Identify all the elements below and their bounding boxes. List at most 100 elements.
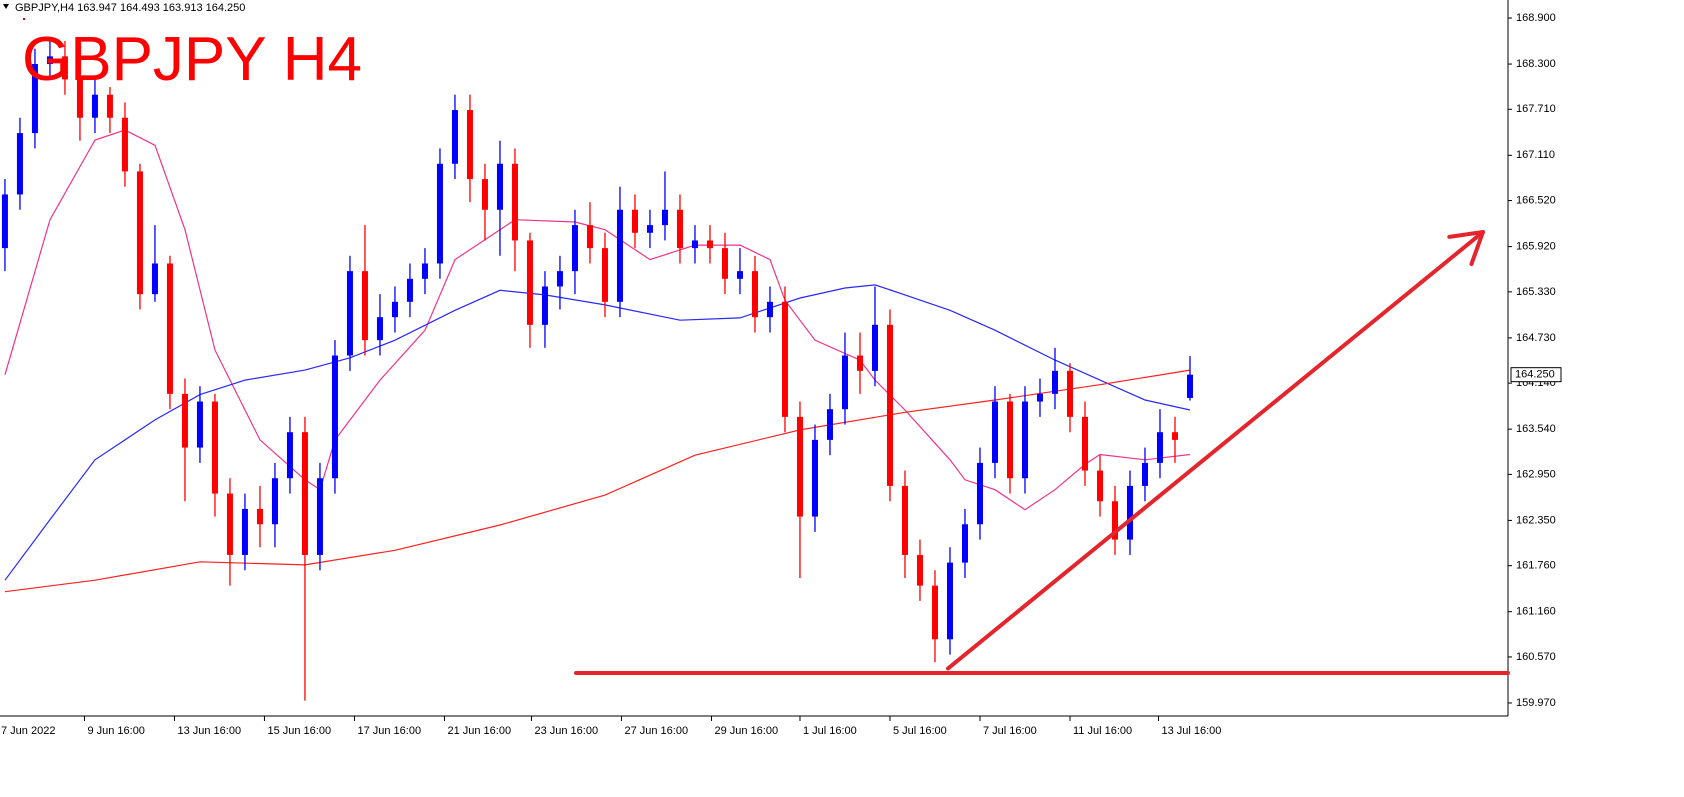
- candle-body: [631, 209, 638, 233]
- candle-body: [16, 133, 23, 195]
- candle-body: [886, 324, 893, 486]
- moving-average: [4, 129, 1191, 511]
- y-tick-label: 163.540: [1516, 423, 1556, 435]
- candle-body: [1, 194, 8, 249]
- candle-body: [766, 301, 773, 318]
- candle-body: [931, 585, 938, 640]
- candle-body: [451, 110, 458, 164]
- x-tick-label: 23 Jun 16:00: [534, 725, 598, 737]
- candle-body: [46, 56, 53, 65]
- candle-body: [166, 263, 173, 394]
- candle-body: [196, 401, 203, 448]
- header: GBPJPY,H4 163.947 164.493 163.913 164.25…: [15, 2, 245, 14]
- candle-body: [586, 225, 593, 249]
- candle-body: [856, 355, 863, 371]
- candle-body: [241, 508, 248, 555]
- candle-body: [976, 462, 983, 525]
- candle-body: [376, 317, 383, 341]
- candle-body: [211, 401, 218, 494]
- y-tick-label: 168.900: [1516, 12, 1556, 24]
- y-tick-label: 160.570: [1516, 651, 1556, 663]
- candle-body: [601, 248, 608, 302]
- candle-body: [421, 263, 428, 279]
- candle-body: [301, 432, 308, 555]
- x-tick-label: 27 Jun 16:00: [624, 725, 688, 737]
- candle-body: [556, 271, 563, 287]
- candle-body: [841, 355, 848, 410]
- x-tick-label: 15 Jun 16:00: [267, 725, 331, 737]
- candle-body: [76, 79, 83, 118]
- candle-body: [481, 179, 488, 210]
- candle-body: [331, 355, 338, 479]
- candle-body: [646, 225, 653, 233]
- x-tick-label: 1 Jul 16:00: [803, 725, 857, 737]
- candle-body: [496, 163, 503, 210]
- arrow-line: [946, 230, 1485, 671]
- candle-body: [1036, 393, 1043, 402]
- candle-body: [391, 301, 398, 318]
- y-tick-label: 162.350: [1516, 514, 1556, 526]
- candle-body: [1126, 485, 1133, 540]
- candle-body: [961, 524, 968, 563]
- candle-body: [181, 393, 188, 448]
- candle-body: [61, 56, 68, 80]
- candle-body: [811, 439, 818, 517]
- candle-body: [1081, 416, 1088, 471]
- candle-body: [871, 324, 878, 371]
- marker-dot: [23, 18, 25, 20]
- candle-body: [121, 117, 128, 172]
- x-tick-label: 13 Jun 16:00: [177, 725, 241, 737]
- candle-body: [526, 240, 533, 325]
- candle-body: [751, 271, 758, 318]
- candle-body: [541, 286, 548, 325]
- candle-body: [286, 432, 293, 479]
- candle-body: [661, 209, 668, 226]
- candle-body: [361, 271, 368, 341]
- candle-body: [1006, 401, 1013, 479]
- candle-body: [721, 248, 728, 279]
- candle-body: [676, 209, 683, 249]
- x-tick-label: 7 Jun 2022: [1, 725, 55, 737]
- y-tick-label: 162.950: [1516, 468, 1556, 480]
- candle-body: [901, 485, 908, 555]
- y-tick-label: 167.110: [1516, 149, 1555, 161]
- last-price-box: [1510, 367, 1562, 383]
- y-tick-label: 159.970: [1516, 697, 1556, 709]
- candle-body: [31, 64, 38, 134]
- candle-body: [151, 263, 158, 295]
- candle-body: [736, 271, 743, 279]
- y-tick-label: 165.330: [1516, 286, 1556, 298]
- candle-body: [316, 478, 323, 555]
- candle-body: [1111, 501, 1118, 540]
- candle-body: [1141, 462, 1148, 486]
- candle-body: [1156, 432, 1163, 463]
- candle-body: [436, 163, 443, 264]
- candle-body: [1096, 470, 1103, 502]
- arrow-head: [1447, 230, 1485, 267]
- candle-body: [406, 278, 413, 302]
- x-tick-label: 13 Jul 16:00: [1161, 725, 1221, 737]
- y-tick-label: 166.520: [1516, 194, 1556, 206]
- x-tick-label: 21 Jun 16:00: [447, 725, 511, 737]
- candle-body: [106, 94, 113, 118]
- x-tick-label: 9 Jun 16:00: [87, 725, 144, 737]
- candle-body: [571, 225, 578, 272]
- y-tick-label: 165.920: [1516, 240, 1556, 252]
- candle-body: [1051, 370, 1058, 394]
- candle-body: [1021, 401, 1028, 479]
- y-tick-label: 167.710: [1516, 103, 1556, 115]
- x-tick-label: 11 Jul 16:00: [1073, 725, 1132, 737]
- y-tick-label: 161.760: [1516, 560, 1556, 572]
- candle-body: [1171, 432, 1178, 440]
- candle-body: [511, 163, 518, 241]
- candle-body: [826, 409, 833, 440]
- x-tick-label: 5 Jul 16:00: [893, 725, 947, 737]
- candle-body: [271, 478, 278, 525]
- candle-body: [466, 110, 473, 180]
- candle-body: [616, 209, 623, 302]
- candle-body: [796, 416, 803, 517]
- candle-body: [916, 554, 923, 586]
- x-tick-label: 29 Jun 16:00: [714, 725, 778, 737]
- candle-body: [991, 401, 998, 463]
